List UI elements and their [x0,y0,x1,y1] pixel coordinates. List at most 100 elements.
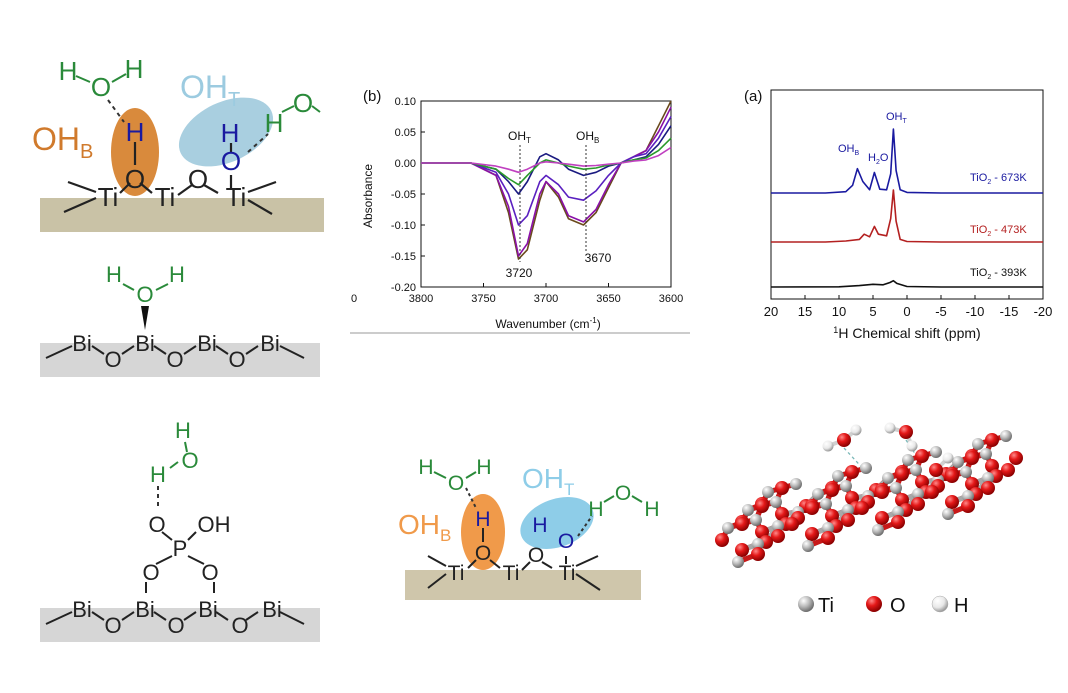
surface-slab [40,608,320,642]
titanium-atom [952,456,964,468]
annot-ohb: OHB [576,129,599,145]
atom-h: H [59,56,78,86]
atom-o: O [615,482,631,505]
atom-o: O [221,146,241,176]
hydrogen-atom [850,424,862,436]
oxygen-atom [929,463,943,477]
oxygen-atom [715,533,729,547]
hydrogen-atom [884,422,896,434]
titanium-atom [902,454,914,466]
atom-o: O [142,560,159,585]
oxygen-atom [855,501,869,515]
y-tick-label: 0.00 [395,158,416,170]
atom-bi: Bi [135,331,155,356]
x-tick-label: 3600 [659,293,683,305]
oxygen-atom [785,517,799,531]
oxygen-atom [875,485,889,499]
atom-o: O [181,448,198,473]
surface-slab [40,198,324,232]
atom-o: O [558,530,574,553]
atom-o: O [104,347,121,372]
titanium-atom [912,488,924,500]
x-tick-label: 3650 [596,293,620,305]
oxygen-atom [837,433,851,447]
atom-o: O [201,560,218,585]
atom-bi: Bi [260,331,280,356]
atom-o: O [528,544,544,567]
plot-frame [420,100,672,288]
peak-label-oht: OHT [886,111,908,125]
panel-label: (a) [744,88,762,105]
x-tick-label: 3700 [534,293,558,305]
oxygen-atom [961,499,975,513]
atom-ti: Ti [448,562,465,585]
annot-oht: OHT [508,129,531,145]
oxygen-atom [899,425,913,439]
oxygen-atom [981,481,995,495]
titanium-atom [790,478,802,490]
ir-series-line-5 [421,137,672,186]
schematic-tio2-large: H O H H O Ti Ti O Ti H O H O OHB OHT [32,54,324,232]
legend-o-label: O [890,595,906,617]
x-ticks: 3800 3750 3700 3650 3600 [409,283,683,305]
y-ticks: 0.10 0.05 0.00 -0.05 -0.10 -0.15 -0.20 [391,96,425,294]
oxygen-atom [965,451,979,465]
atom-o: O [475,542,491,565]
x-tick-label: -10 [966,304,985,319]
hydrogen-atom [822,440,834,452]
atom-h: H [221,118,240,148]
x-tick-label: -15 [1000,304,1019,319]
surface-slab [40,343,320,377]
ir-series-line-3 [421,116,672,226]
atom-o: O [136,282,153,307]
atom-h: H [475,508,490,531]
crystal-atoms [715,422,1023,568]
series-lines [770,128,1043,288]
x-ticks: 20 15 10 5 0 -5 -10 -15 -20 [764,295,1052,319]
titanium-atom [982,472,994,484]
atom-o: O [125,164,145,194]
titanium-atom [770,496,782,508]
crystal-model-tio2 [715,422,1023,568]
titanium-atom [930,446,942,458]
atom-h: H [106,262,122,287]
atom-ti: Ti [559,562,576,585]
titanium-atom [742,504,754,516]
x-tick-label: 10 [832,304,846,319]
y-tick-label: -0.20 [391,282,416,294]
ir-series-line-2 [421,106,672,257]
atom-ti: Ti [98,182,119,212]
nmr-series-line-2 [771,189,1043,243]
titanium-atom [820,498,832,510]
atom-bi: Bi [198,597,218,622]
oxygen-atom [891,515,905,529]
titanium-atom [832,470,844,482]
titanium-atom [972,438,984,450]
atom-h: H [150,462,166,487]
legend-o-swatch [866,596,882,612]
titanium-atom [890,482,902,494]
atom-bi: Bi [135,597,155,622]
trace-label-473k: TiO2 - 473K [970,224,1027,238]
crystal-legend: Ti O H [798,595,968,617]
atom-h: H [265,108,284,138]
atom-h: H [532,514,547,537]
x-axis-label: 1H Chemical shift (ppm) [833,325,980,341]
oht-ellipse [520,496,594,550]
titanium-atom [722,522,734,534]
schematic-bi-water: H O H Bi O Bi O Bi O Bi [40,262,320,377]
legend-h-swatch [931,595,949,613]
x-tick-label: 20 [764,304,778,319]
ohb-label: OHB [32,121,93,163]
legend-ti-swatch [798,596,814,612]
x-tick-label: 5 [869,304,876,319]
hydrogen-atom [942,452,954,464]
legend-h-label: H [954,595,968,617]
oxygen-atom [821,531,835,545]
legend-ti-label: Ti [818,595,834,617]
hydrogen-atom [906,440,918,452]
oxygen-atom [845,465,859,479]
titanium-atom [762,486,774,498]
atom-ti: Ti [155,182,176,212]
